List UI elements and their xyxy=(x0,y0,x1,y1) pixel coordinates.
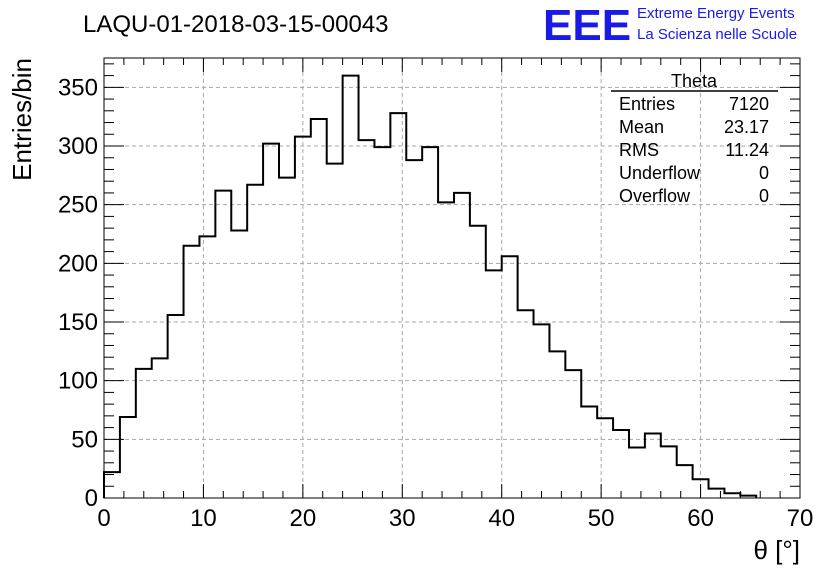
y-tick-label: 250 xyxy=(58,192,98,219)
axis-ticks xyxy=(103,58,801,499)
stats-label: Underflow xyxy=(619,163,701,183)
chart-title: LAQU-01-2018-03-15-00043 xyxy=(83,11,389,38)
x-tick-label: 30 xyxy=(389,505,416,532)
stats-value: 11.24 xyxy=(725,140,769,160)
stats-value: 0 xyxy=(759,163,769,183)
x-axis-label: θ [°] xyxy=(753,535,800,565)
x-tick-label: 40 xyxy=(488,505,515,532)
x-tick-label: 10 xyxy=(190,505,217,532)
histogram-line xyxy=(103,74,758,498)
stats-value: 7120 xyxy=(729,94,769,114)
stats-value: 23.17 xyxy=(724,117,769,137)
stats-box: Theta Entries 7120 Mean 23.17 RMS 11.24 Underf… xyxy=(611,71,778,206)
stats-value: 0 xyxy=(759,186,769,206)
x-tick-label: 50 xyxy=(588,505,615,532)
plot-frame xyxy=(103,57,801,499)
stats-title: Theta xyxy=(671,71,718,91)
stats-label: Mean xyxy=(619,117,664,137)
grid-lines xyxy=(104,58,800,498)
y-tick-label: 150 xyxy=(58,309,98,336)
eee-logo: EEE Extreme Energy Events La Scienza nel… xyxy=(543,1,797,50)
x-tick-label: 20 xyxy=(290,505,317,532)
x-tick-label: 60 xyxy=(687,505,714,532)
eee-logo-mark: EEE xyxy=(543,1,631,50)
y-tick-label: 50 xyxy=(71,426,98,453)
y-tick-label: 350 xyxy=(58,74,98,101)
y-tick-label: 300 xyxy=(58,133,98,160)
stats-rows: Entries 7120 Mean 23.17 RMS 11.24 Underflow 0 Ov… xyxy=(619,94,769,206)
y-tick-label: 200 xyxy=(58,250,98,277)
stats-label: Entries xyxy=(619,94,675,114)
logo-line-1: Extreme Energy Events xyxy=(637,5,795,22)
y-tick-labels: 0 50 100 150 200 250 300 350 xyxy=(58,74,98,512)
y-tick-label: 100 xyxy=(58,368,98,395)
logo-line-2: La Scienza nelle Scuole xyxy=(637,26,797,43)
y-axis-label: Entries/bin xyxy=(7,58,37,181)
stats-label: RMS xyxy=(619,140,659,160)
y-tick-label: 0 xyxy=(85,485,98,512)
x-tick-label: 0 xyxy=(97,505,110,532)
x-tick-labels: 0 10 20 30 40 50 60 70 xyxy=(97,505,813,532)
x-tick-label: 70 xyxy=(787,505,814,532)
stats-label: Overflow xyxy=(619,186,691,206)
